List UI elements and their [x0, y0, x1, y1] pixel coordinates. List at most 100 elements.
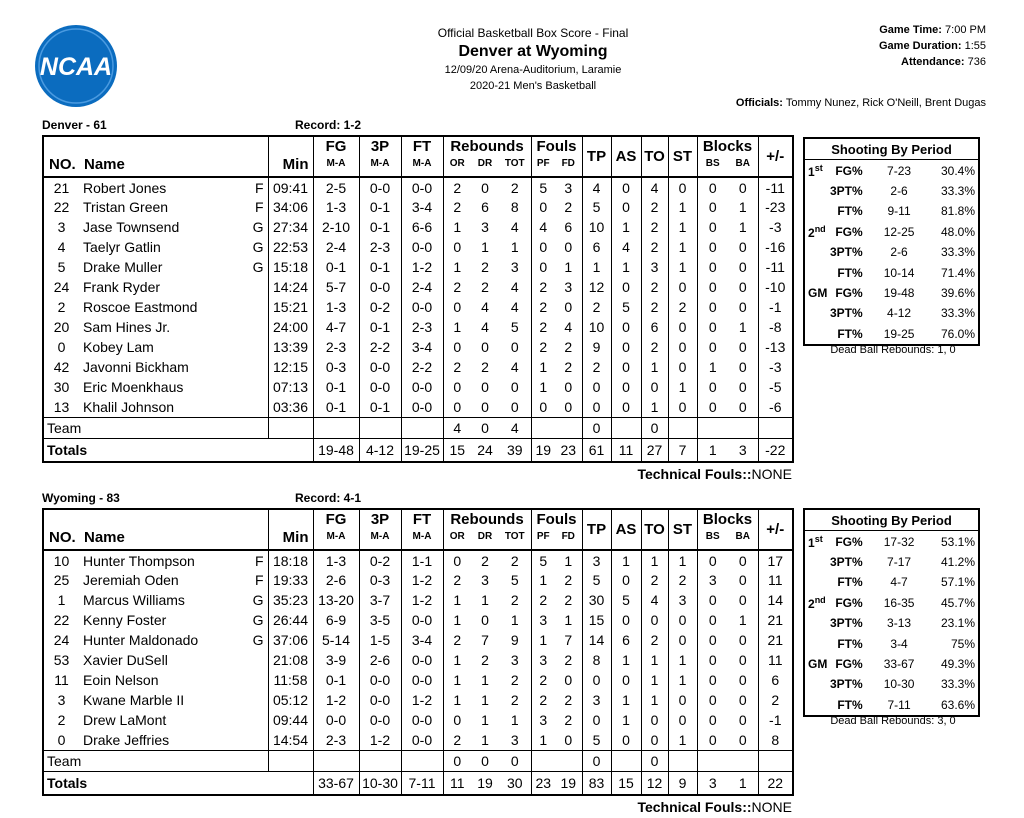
player-position: G — [252, 612, 264, 628]
player-stat: 2 — [640, 237, 668, 257]
shooting-made-attempted: 19-48 — [883, 285, 915, 300]
technical-fouls-value: NONE — [751, 799, 792, 815]
player-stat: 0 — [667, 337, 697, 357]
shooting-made-attempted: 10-30 — [883, 677, 915, 692]
totals-stat: 24 — [477, 441, 493, 458]
totals-stat: 1 — [738, 774, 747, 791]
player-stat: 11 — [757, 570, 794, 590]
column-subheader: PF — [530, 157, 555, 177]
player-stat: 2-3 — [312, 337, 359, 357]
table-body: 10 Hunter Thompson F 18:18 1-3 0-2 1-1 0 2 2 5 1 3 1 1… — [43, 550, 794, 795]
player-stat: 1 — [442, 650, 471, 670]
player-name-wrap: Jase Townsend G — [79, 218, 268, 236]
team-row-cell — [400, 417, 443, 438]
player-stat: 0 — [667, 277, 697, 297]
game-info-row: Attendance: 736 — [901, 56, 986, 68]
team-row-cell: 0 — [640, 750, 668, 771]
player-minutes: 11:58 — [267, 670, 313, 690]
player-stat: 0 — [442, 297, 471, 317]
period-cell: 1st — [804, 160, 828, 181]
player-stat: 0 — [564, 379, 573, 395]
player-stat: 0 — [696, 297, 728, 317]
team-record: Record: 4-1 — [295, 491, 362, 505]
player-stat: 0 — [530, 397, 555, 417]
player-stat: 21 — [757, 630, 794, 650]
shooting-made-attempted: 2-6 — [890, 245, 908, 260]
game-info-row: Game Duration: 1:55 — [879, 40, 986, 52]
player-stat: 2 — [640, 217, 668, 237]
totals-stat: 9 — [667, 771, 697, 795]
player-name-cell: Eoin Nelson — [79, 670, 268, 690]
totals-stat: 19-25 — [400, 438, 443, 462]
player-stat: 3 — [696, 570, 728, 590]
player-stat: 1 — [481, 731, 489, 748]
player-name-cell: Drake Jeffries — [79, 730, 268, 750]
player-name: Jeremiah Oden — [83, 572, 179, 588]
player-stat: 0 — [564, 398, 573, 415]
player-name-cell: Robert Jones F — [79, 177, 268, 197]
player-stat: 5 — [610, 297, 641, 317]
player-stat: 1-2 — [358, 730, 401, 750]
player-name-cell: Taelyr Gatlin G — [79, 237, 268, 257]
team-row-cell — [728, 750, 758, 771]
player-stat: 0-0 — [400, 397, 443, 417]
player-name: Kenny Foster — [83, 612, 167, 628]
shooting-stat-label: FG% — [835, 595, 863, 610]
player-stat: 0-0 — [400, 710, 443, 730]
player-minutes: 21:08 — [267, 650, 313, 670]
player-stat: 0-1 — [312, 397, 359, 417]
player-stat: 0 — [610, 397, 641, 417]
game-info-value: 7:00 PM — [945, 24, 986, 36]
player-minutes: 07:13 — [267, 377, 313, 397]
period-cell — [804, 613, 828, 633]
player-stat: 2 — [510, 672, 519, 688]
team-row-cell — [312, 750, 359, 771]
player-stat: 1 — [610, 217, 641, 237]
player-number: 22 — [53, 199, 70, 215]
shooting-percentage: 75% — [950, 636, 975, 651]
player-name: Drake Muller — [83, 259, 163, 275]
player-row: 30 Eric Moenkhaus 07:13 0-1 0-0 0-0 0 0 0 1 0 0 0 0 1 0… — [43, 377, 794, 397]
player-stat: 0-0 — [358, 710, 401, 730]
column-header: TP — [581, 136, 611, 177]
player-stat: 10 — [581, 317, 611, 337]
player-stat: 1 — [738, 319, 747, 335]
player-stat: 2-5 — [312, 177, 359, 197]
player-stat: 0 — [442, 397, 471, 417]
player-stat: 0 — [738, 359, 747, 375]
player-number: 11 — [54, 672, 69, 688]
player-position: F — [254, 199, 264, 215]
player-name-cell: Kobey Lam — [79, 337, 268, 357]
player-stat: 1 — [481, 592, 489, 608]
player-stat: 0 — [610, 197, 641, 217]
column-header: Blocks — [696, 136, 759, 157]
player-stat: 3-7 — [358, 590, 401, 610]
player-name-cell: Hunter Thompson F — [79, 550, 268, 570]
player-stat: 2 — [510, 592, 519, 608]
player-name-cell: Javonni Bickham — [79, 357, 268, 377]
column-subheader: TOT — [504, 531, 525, 542]
player-stat: 0-0 — [358, 357, 401, 377]
column-subheader: OR — [442, 157, 471, 177]
dead-ball-rebounds: Dead Ball Rebounds: 1, 0 — [830, 344, 956, 356]
player-stat: 0 — [581, 670, 611, 690]
player-stat: 1 — [581, 257, 611, 277]
player-stat: 0-0 — [400, 650, 443, 670]
player-stat: 5 — [510, 572, 519, 588]
totals-stat: 61 — [581, 438, 611, 462]
player-name-cell: Tristan Green F — [79, 197, 268, 217]
shooting-stat-label: FT% — [837, 636, 863, 651]
player-number: 0 — [57, 339, 66, 355]
game-info-label: Game Duration: — [879, 40, 962, 52]
player-stat: 1 — [530, 730, 555, 750]
player-name: Khalil Johnson — [83, 398, 175, 415]
player-stat: 0-2 — [358, 297, 401, 317]
shooting-row: FT% 4-7 57.1% — [804, 572, 979, 592]
totals-stat: 3 — [696, 771, 728, 795]
player-row: 3 Kwane Marble II 05:12 1-2 0-0 1-2 1 1 2 2 2 3 1 1 0 0… — [43, 690, 794, 710]
box-score-table: NO. Name Min FG 3P FT Rebounds Fouls TP AS TO ST Blo… — [42, 135, 795, 463]
team-row-cell: 4 — [510, 419, 519, 436]
player-stat: 0 — [696, 650, 728, 670]
player-name-wrap: Hunter Maldonado G — [79, 631, 268, 649]
logo-text: NCAA — [40, 53, 112, 81]
